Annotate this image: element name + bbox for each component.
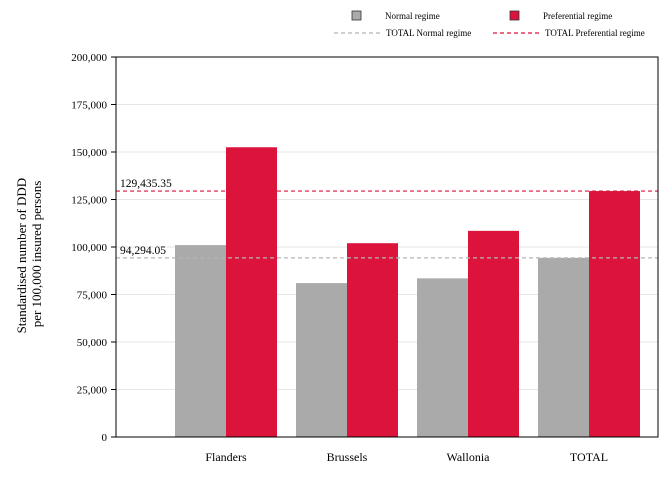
legend-swatch (351, 10, 362, 21)
x-tick-label: TOTAL (570, 450, 608, 464)
legend-swatch (509, 10, 520, 21)
y-tick-label: 75,000 (77, 290, 108, 302)
y-tick-label: 25,000 (77, 385, 108, 397)
x-tick-label: Wallonia (446, 450, 490, 464)
y-tick-label: 125,000 (71, 195, 107, 207)
bar (296, 283, 347, 437)
bars (175, 147, 640, 437)
bar (175, 245, 226, 437)
y-axis-label-line-1: Standardised number of DDD (14, 178, 29, 334)
bar (226, 147, 277, 437)
y-tick-label: 200,000 (71, 52, 107, 64)
y-axis-label-line-2: per 100,000 insured persons (29, 181, 44, 328)
reference-line-label: 129,435.35 (120, 178, 172, 190)
legend-label: TOTAL Preferential regime (545, 28, 645, 38)
axes: 0 25,000 50,000 75,000 100,000 125,000 150,000… (71, 52, 608, 464)
y-tick-label: 50,000 (77, 337, 108, 349)
y-tick-label: 150,000 (71, 147, 107, 159)
legend-label: TOTAL Normal regime (386, 28, 471, 38)
x-tick-label: Brussels (327, 450, 368, 464)
bar (589, 191, 640, 437)
bar (417, 278, 468, 437)
reference-line-label: 94,294.05 (120, 245, 166, 257)
reference-lines: 94,294.05 129,435.35 (116, 178, 658, 259)
legend-label: Normal regime (385, 11, 440, 21)
bar (468, 230, 519, 437)
y-tick-label: 100,000 (71, 242, 107, 254)
legend-label: Preferential regime (543, 11, 612, 21)
y-tick-label: 175,000 (71, 100, 107, 112)
y-axis-label: Standardised number of DDD per 100,000 i… (14, 175, 44, 334)
y-tick-label: 0 (102, 432, 108, 444)
x-tick-label: Flanders (205, 450, 247, 464)
legend: Normal regime Preferential regime TOTAL No… (334, 10, 645, 38)
bar (538, 257, 589, 437)
bar (347, 243, 398, 437)
